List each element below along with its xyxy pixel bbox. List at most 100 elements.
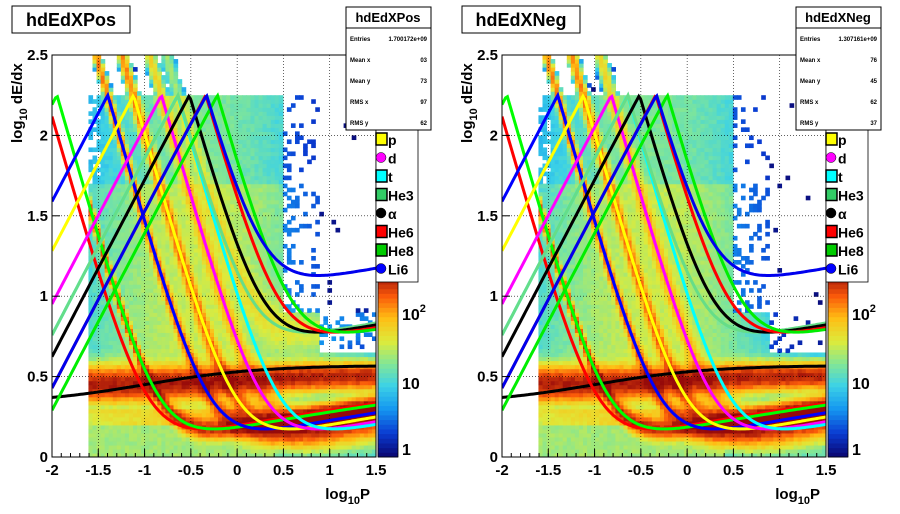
heatmap-cell: [242, 336, 247, 342]
heatmap-cell: [222, 163, 227, 169]
heatmap-cell: [331, 392, 337, 398]
heatmap-cell: [161, 336, 166, 342]
heatmap-cell: [201, 260, 207, 265]
heatmap-cell: [173, 300, 179, 305]
heatmap-cell: [262, 320, 268, 325]
heatmap-cell: [157, 260, 162, 265]
heatmap-cell: [266, 135, 272, 141]
heatmap-cell: [242, 103, 247, 108]
heatmap-cell: [274, 352, 280, 358]
heatmap-cell: [205, 119, 211, 124]
heatmap-cell: [218, 272, 223, 277]
heatmap-cell: [278, 139, 284, 145]
heatmap-cell: [214, 316, 219, 321]
heatmap-cell: [100, 239, 106, 245]
heatmap-cell: [116, 195, 122, 201]
heatmap-cell: [165, 91, 171, 96]
heatmap-cell: [205, 123, 211, 128]
heatmap-cell: [120, 356, 126, 362]
heatmap-cell: [218, 420, 223, 426]
heatmap-cell: [323, 400, 328, 406]
heatmap-cell: [124, 336, 130, 342]
heatmap-cell: [266, 268, 272, 273]
heatmap-cell: [201, 316, 207, 321]
heatmap-cell: [266, 324, 272, 329]
heatmap-cell: [214, 151, 219, 157]
heatmap-cell: [92, 412, 98, 418]
heatmap-cell: [133, 364, 138, 370]
heatmap-cell: [165, 127, 171, 132]
heatmap-cell: [335, 396, 341, 402]
heatmap-cell: [274, 440, 280, 446]
heatmap-cell: [88, 392, 94, 398]
heatmap-cell: [274, 396, 280, 402]
heatmap-cell: [128, 239, 134, 245]
heatmap-cell: [100, 147, 106, 153]
heatmap-cell: [327, 384, 333, 390]
heatmap-cell: [234, 227, 239, 233]
heatmap-cell: [278, 119, 284, 124]
heatmap-cell: [124, 424, 130, 430]
heatmap-cell: [153, 436, 158, 442]
heatmap-cell: [258, 352, 264, 358]
heatmap-cell: [181, 139, 187, 145]
heatmap-cell: [157, 348, 162, 354]
heatmap-cell: [157, 215, 162, 221]
heatmap-cell: [331, 440, 337, 446]
heatmap-cell: [96, 444, 102, 450]
heatmap-cell: [290, 215, 296, 221]
heatmap-cell: [262, 404, 268, 410]
heatmap-cell: [124, 127, 130, 132]
heatmap-cell: [169, 316, 175, 321]
heatmap-cell: [274, 191, 280, 197]
heatmap-cell: [209, 243, 215, 249]
heatmap-cell: [193, 360, 199, 366]
heatmap-cell: [274, 448, 280, 454]
heatmap-cell: [242, 352, 247, 358]
heatmap-cell: [193, 99, 199, 104]
heatmap-cell: [197, 276, 203, 281]
heatmap-cell: [266, 452, 272, 457]
heatmap-cell: [173, 400, 179, 406]
heatmap-cell: [108, 440, 114, 446]
heatmap-cell: [214, 243, 219, 249]
heatmap-cell: [262, 428, 268, 434]
heatmap-cell: [169, 424, 175, 430]
heatmap-cell: [157, 308, 162, 313]
heatmap-cell: [246, 207, 252, 213]
heatmap-cell: [238, 332, 243, 337]
heatmap-cell: [112, 95, 118, 100]
heatmap-cell: [112, 103, 118, 108]
heatmap-cell: [250, 119, 256, 124]
heatmap-cell: [262, 340, 268, 346]
heatmap-cell: [137, 372, 142, 378]
heatmap-cell: [266, 356, 272, 362]
heatmap-cell: [250, 356, 256, 362]
heatmap-cell: [96, 436, 102, 442]
heatmap-cell: [165, 171, 171, 177]
heatmap-cell: [145, 199, 150, 205]
heatmap-cell: [128, 264, 134, 269]
heatmap-cell: [116, 276, 122, 281]
heatmap-cell: [254, 408, 260, 414]
heatmap-cell: [128, 448, 134, 454]
heatmap-cell: [246, 223, 252, 229]
heatmap-cell: [214, 300, 219, 305]
heatmap-cell: [254, 432, 260, 438]
heatmap-cell: [201, 452, 207, 457]
heatmap-cell: [108, 183, 114, 189]
heatmap-cell: [193, 280, 199, 285]
heatmap-cell: [226, 420, 231, 426]
heatmap-cell: [319, 448, 324, 454]
heatmap-cell: [137, 400, 142, 406]
heatmap-cell: [303, 392, 308, 398]
heatmap-cell: [96, 123, 102, 128]
heatmap-cell: [124, 396, 130, 402]
heatmap-cell: [173, 396, 179, 402]
heatmap-cell: [262, 231, 268, 237]
heatmap-cell: [124, 235, 130, 241]
heatmap-cell: [169, 167, 175, 173]
heatmap-cell: [189, 388, 195, 394]
heatmap-cell: [286, 360, 292, 366]
heatmap-cell: [335, 388, 341, 394]
